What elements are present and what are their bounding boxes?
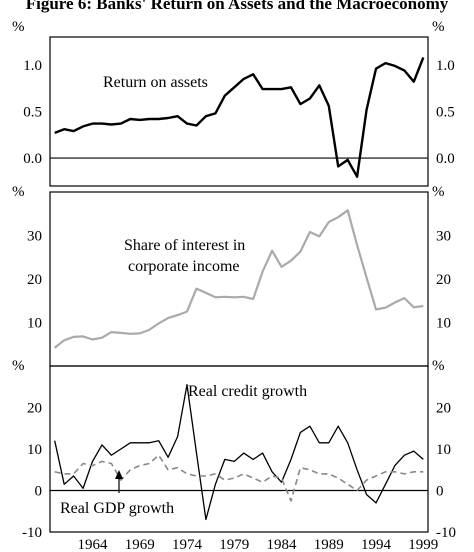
- growth-right-unit: %: [432, 358, 445, 374]
- roa-y-tick-label-right: 1.0: [436, 58, 455, 74]
- x-tick-label: 1999: [408, 537, 438, 552]
- x-tick-label: 1964: [78, 537, 109, 552]
- roa-right-unit: %: [432, 19, 445, 35]
- growth-series-line-real-credit-growth: [54, 384, 424, 521]
- x-tick-label: 1984: [267, 537, 298, 552]
- growth-y-tick-label-left: 20: [27, 401, 42, 417]
- interest-y-tick-label-right: 30: [436, 229, 451, 245]
- roa-y-tick-label-left: 0.5: [23, 105, 42, 121]
- roa-y-tick-label-right: 0.0: [436, 151, 455, 167]
- roa-left-unit: %: [12, 19, 25, 35]
- interest-y-tick-label-right: 20: [436, 272, 451, 288]
- roa-series-line-0: [54, 57, 425, 178]
- growth-y-tick-label-left: 10: [27, 442, 42, 458]
- interest-y-tick-label-right: 10: [436, 316, 451, 332]
- interest-series-line-0: [54, 209, 424, 349]
- growth-y-tick-label-left: 0: [35, 484, 43, 500]
- roa-annotation: Return on assets: [103, 74, 208, 91]
- interest-annotation-line-2: corporate income: [128, 258, 240, 275]
- roa-y-tick-label-left: 1.0: [23, 58, 42, 74]
- roa-y-tick-label-right: 0.5: [436, 105, 455, 121]
- x-tick-label: 1994: [361, 537, 392, 552]
- interest-share-panel: % % 10 10 20 20 30 30 Share of interest in co…: [12, 184, 451, 367]
- interest-y-tick-label-left: 30: [27, 229, 42, 245]
- growth-y-tick-label-right: -10: [436, 525, 456, 541]
- interest-y-tick-label-left: 20: [27, 272, 42, 288]
- roa-panel: % % 0.0 0.0 0.5 0.5 1.0 1.0 Return on assets: [12, 19, 455, 187]
- credit-growth-label: Real credit growth: [188, 383, 307, 400]
- roa-plot-frame: [49, 36, 429, 187]
- x-tick-label: 1974: [172, 537, 203, 552]
- interest-y-tick-label-left: 10: [27, 316, 42, 332]
- growth-y-tick-label-left: -10: [22, 525, 42, 541]
- x-tick-label: 1969: [125, 537, 155, 552]
- growth-y-tick-label-right: 20: [436, 401, 451, 417]
- growth-left-unit: %: [12, 358, 25, 374]
- growth-plot-frame: [49, 365, 429, 533]
- growth-y-tick-label-right: 10: [436, 442, 451, 458]
- x-tick-label: 1979: [219, 537, 249, 552]
- growth-y-tick-label-right: 0: [436, 484, 444, 500]
- gdp-growth-label: Real GDP growth: [60, 500, 174, 517]
- growth-series-line-real-gdp-growth: [54, 454, 424, 502]
- roa-y-tick-label-left: 0.0: [23, 151, 42, 167]
- interest-annotation-line-1: Share of interest in: [124, 237, 245, 254]
- interest-left-unit: %: [12, 184, 25, 200]
- chart-title: Figure 6: Banks' Return on Assets and th…: [26, 0, 449, 13]
- interest-right-unit: %: [432, 184, 445, 200]
- x-tick-label: 1989: [314, 537, 344, 552]
- gdp-label-arrow-head: [115, 470, 123, 479]
- interest-plot-frame: [49, 191, 429, 367]
- x-axis-tick-labels: 1964 1969 1974 1979 1984 1989 1994 1999: [78, 537, 439, 552]
